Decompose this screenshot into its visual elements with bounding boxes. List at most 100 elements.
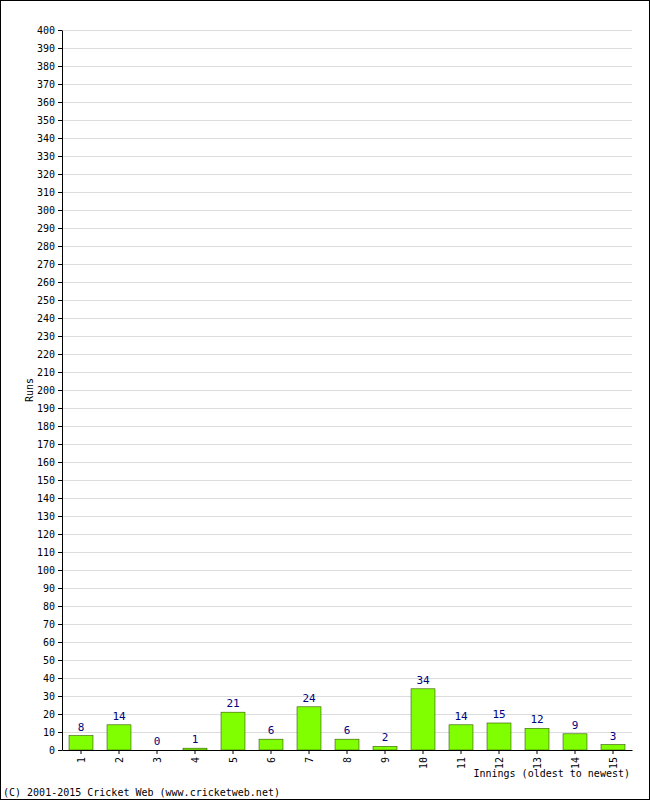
y-tick-label: 180 [37,421,55,432]
grid-line [62,264,632,265]
y-tick-mark [58,210,62,211]
background [1,1,650,800]
x-tick-mark [119,750,120,754]
data-label: 34 [416,674,430,687]
x-axis: 123456789101112131415 [63,750,633,769]
grid-line [62,246,632,247]
y-tick-label: 380 [37,61,55,72]
y-tick-label: 140 [37,493,55,504]
y-tick-label: 0 [49,745,55,756]
x-tick-label: 7 [304,757,315,763]
bar [221,712,245,750]
bar [525,728,549,750]
y-tick-mark [58,30,62,31]
y-tick-mark [58,102,62,103]
y-tick: 160 [37,457,62,468]
y-tick: 300 [37,205,62,216]
y-tick-label: 160 [37,457,55,468]
bar [69,736,93,750]
y-tick-mark [58,282,62,283]
y-tick-mark [58,732,62,733]
grid-line [62,642,632,643]
x-tick: 14 [570,750,581,769]
x-tick-label: 6 [266,757,277,763]
x-tick-mark [309,750,310,754]
y-tick-label: 100 [37,565,55,576]
y-tick-label: 240 [37,313,55,324]
x-tick-mark [233,750,234,754]
grid-line [62,174,632,175]
y-tick-label: 260 [37,277,55,288]
y-tick: 30 [43,691,62,702]
grid-line [62,678,632,679]
y-tick: 280 [37,241,62,252]
grid-line [62,660,632,661]
x-tick: 8 [342,750,353,763]
y-tick: 290 [37,223,62,234]
y-tick: 10 [43,727,62,738]
data-label: 2 [382,731,389,744]
x-tick-mark [575,750,576,754]
x-tick-label: 10 [418,757,429,769]
bar [145,750,169,751]
x-tick-label: 5 [228,757,239,763]
x-tick-mark [499,750,500,754]
grid-line [62,192,632,193]
grid-line [62,696,632,697]
x-tick: 12 [494,750,505,769]
x-tick: 4 [190,750,201,763]
data-label: 0 [154,735,161,748]
y-tick-mark [58,336,62,337]
grid-line [62,444,632,445]
y-tick: 360 [37,97,62,108]
grid-line [62,714,632,715]
y-axis: 0102030405060708090100110120130140150160… [37,25,63,756]
grid-line [62,282,632,283]
y-axis-title: Runs [24,378,35,402]
y-tick-mark [58,750,62,751]
y-tick-label: 30 [43,691,55,702]
y-tick-label: 40 [43,673,55,684]
data-label: 14 [454,710,468,723]
chart: 0102030405060708090100110120130140150160… [0,0,650,800]
y-tick-label: 310 [37,187,55,198]
y-tick-label: 280 [37,241,55,252]
y-tick-label: 150 [37,475,55,486]
x-tick-label: 1 [76,757,87,763]
y-tick-mark [58,228,62,229]
x-tick-mark [613,750,614,754]
data-label: 6 [268,724,275,737]
y-tick: 70 [43,619,62,630]
y-tick-mark [58,426,62,427]
x-tick: 1 [76,750,87,763]
y-tick: 90 [43,583,62,594]
y-tick: 330 [37,151,62,162]
y-tick-mark [58,552,62,553]
y-tick-label: 250 [37,295,55,306]
y-tick-mark [58,120,62,121]
x-tick: 15 [608,750,619,769]
y-tick: 380 [37,61,62,72]
data-labels: 8140121624623414151293 [78,674,617,748]
y-tick-label: 230 [37,331,55,342]
x-tick-label: 8 [342,757,353,763]
y-tick: 100 [37,565,62,576]
x-tick-mark [537,750,538,754]
grid-line [62,390,632,391]
grid-line [62,552,632,553]
y-tick: 240 [37,313,62,324]
y-tick: 390 [37,43,62,54]
y-tick: 120 [37,529,62,540]
x-tick-mark [385,750,386,754]
y-tick-mark [58,138,62,139]
y-tick-mark [58,444,62,445]
y-tick-label: 300 [37,205,55,216]
y-tick: 140 [37,493,62,504]
grid-line [62,30,632,31]
grid-line [62,408,632,409]
y-tick-label: 120 [37,529,55,540]
annotation: (C) 2001-2015 Cricket Web (www.cricketwe… [3,787,280,798]
y-tick-mark [58,696,62,697]
y-tick-mark [58,408,62,409]
grid-line [62,354,632,355]
